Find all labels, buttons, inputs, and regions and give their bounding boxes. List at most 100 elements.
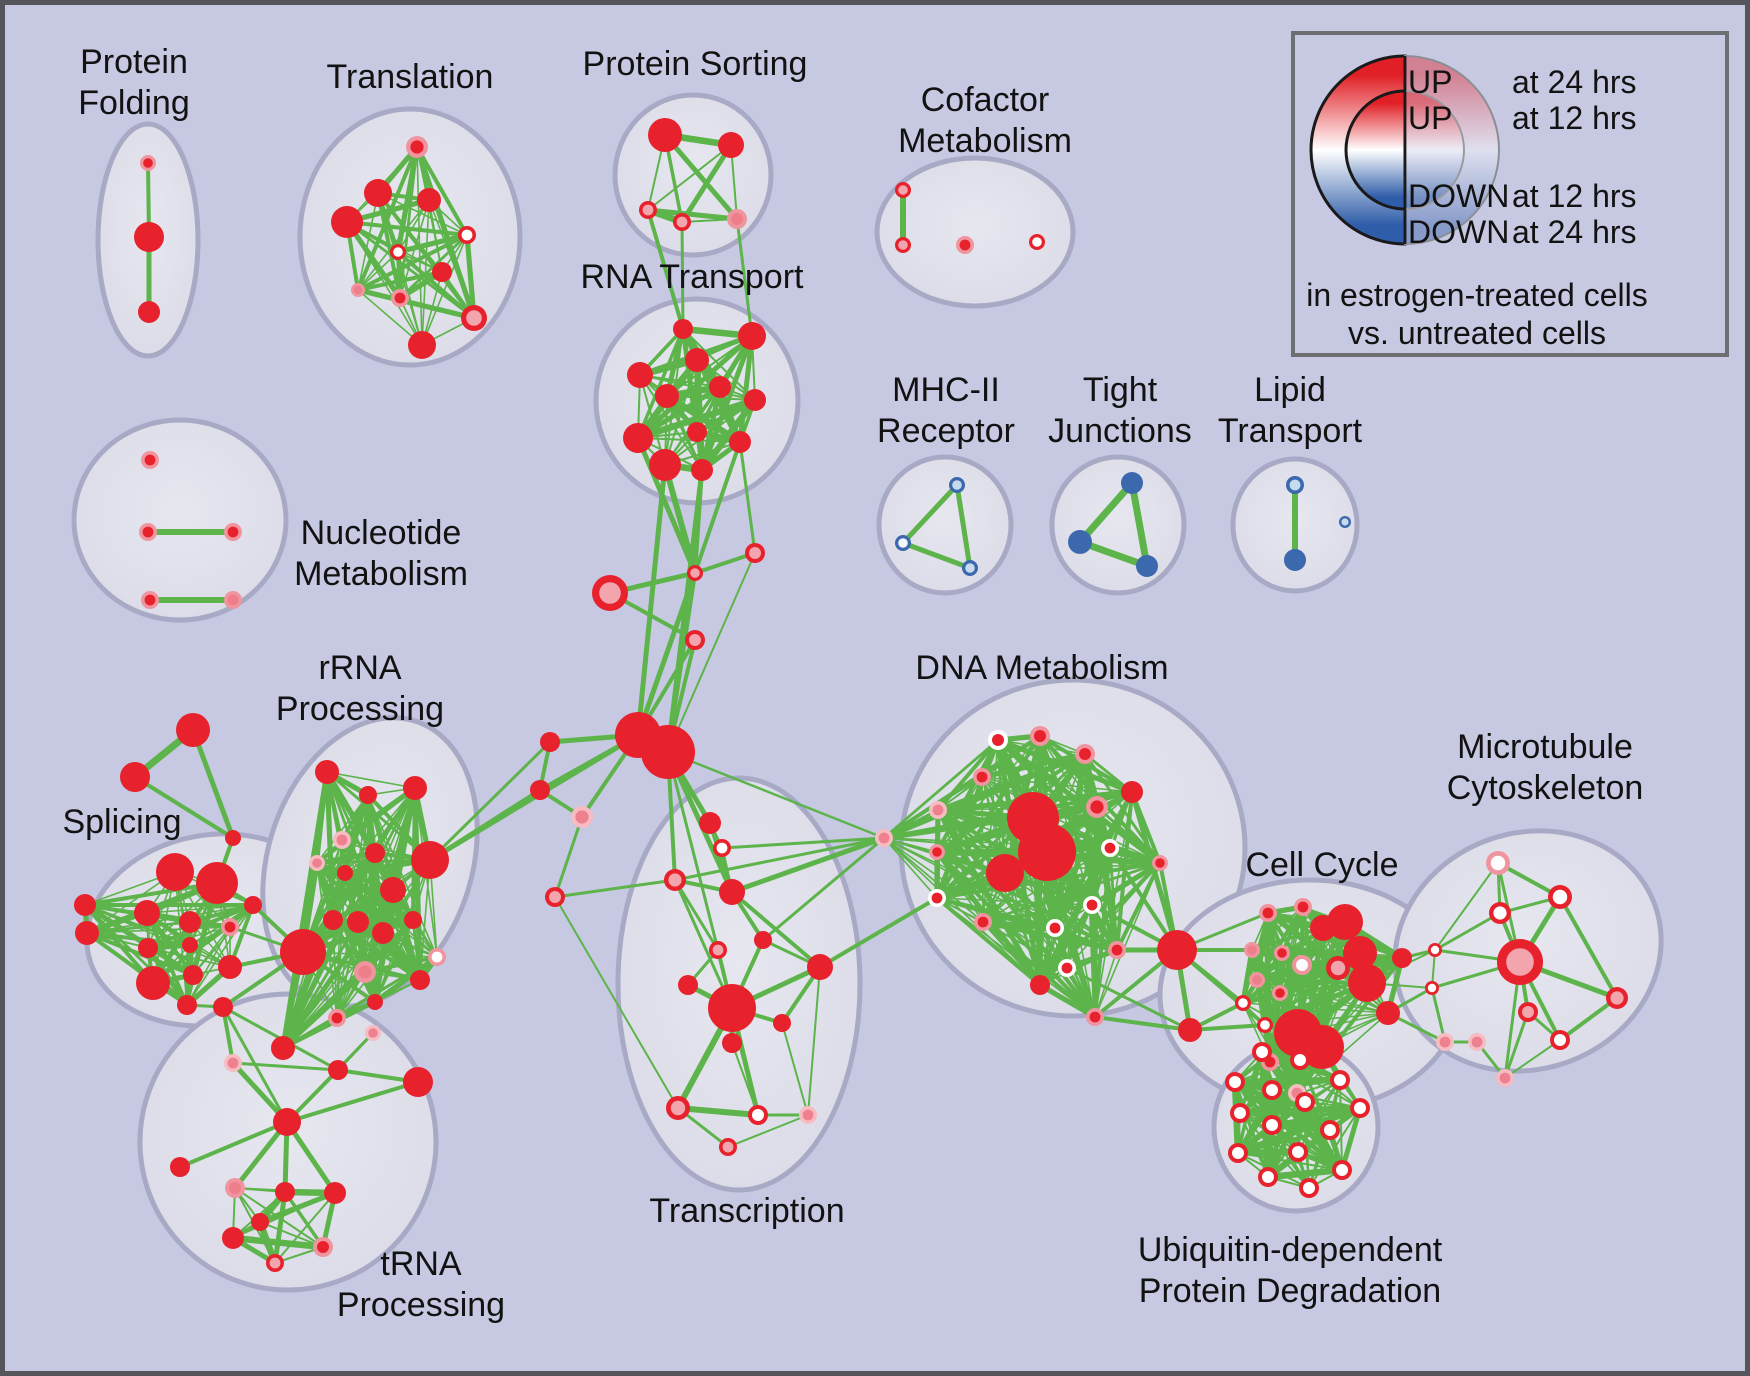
cluster-label-ubiquitin-degradation: Protein Degradation: [1139, 1272, 1441, 1310]
gene-node-core-cell-cycle: [1277, 948, 1287, 958]
gene-node-core-ubiquitin-degradation: [1299, 1096, 1311, 1108]
edge-dna-metabolism: [936, 851, 1068, 969]
edge-tight-junctions: [1128, 479, 1151, 570]
gene-node-core-cell-cycle: [1296, 959, 1308, 971]
edge-inter-cluster: [428, 740, 552, 862]
edge-splicing: [151, 903, 255, 985]
edge-rrna-processing: [280, 887, 396, 1051]
edge-translation: [357, 199, 430, 291]
gene-node-core-dna-metabolism: [976, 771, 988, 783]
edge-microtubule-cytoskeleton: [1504, 1039, 1561, 1079]
edge-dna-metabolism: [1065, 966, 1192, 1032]
edge-ubiquitin-degradation: [1339, 1105, 1363, 1173]
edge-inter-cluster: [646, 208, 685, 331]
gene-node-core-rrna-processing: [431, 951, 443, 963]
edge-dna-metabolism: [1089, 860, 1163, 908]
gene-node-core-ubiquitin-degradation: [1336, 1164, 1348, 1176]
gene-node-core-transcription: [802, 1109, 814, 1121]
gene-node-core-protein-folding: [143, 158, 153, 168]
edge-dna-metabolism: [935, 896, 1042, 987]
edge-translation: [357, 251, 399, 291]
gene-node-core-transcription: [712, 944, 724, 956]
edge-splicing: [192, 904, 254, 976]
gene-node-transcription: [722, 1033, 742, 1053]
gene-node-core-dna-metabolism: [1104, 842, 1116, 854]
gene-node-transcription: [530, 780, 550, 800]
cluster-label-microtubule-cytoskeleton: Cytoskeleton: [1447, 769, 1644, 807]
edge-inter-cluster: [428, 788, 542, 862]
gene-node-dna-metabolism: [1121, 781, 1143, 803]
edge-trna-processing: [284, 1119, 338, 1196]
gene-node-core-dna-metabolism: [1089, 1011, 1101, 1023]
edge-dna-metabolism: [981, 776, 1133, 793]
edge-translation: [396, 250, 476, 320]
legend-time-label-3: at 24 hrs: [1512, 214, 1637, 250]
edge-rna-transport: [698, 396, 759, 474]
edge-transcription: [667, 552, 756, 753]
gene-node-rrna-processing: [347, 911, 369, 933]
edge-dna-metabolism: [1065, 966, 1097, 1019]
edge-dna-metabolism: [882, 808, 940, 840]
gene-node-rrna-processing: [315, 760, 339, 784]
gene-node-transcription: [807, 954, 833, 980]
edge-dna-metabolism: [936, 808, 1119, 952]
edge-trna-processing: [232, 1119, 290, 1191]
gene-node-protein-sorting: [648, 118, 682, 152]
gene-node-transcription: [699, 812, 721, 834]
gene-node-splicing: [120, 762, 150, 792]
cluster-label-mhc-ii-receptor: MHC-II: [892, 371, 1000, 409]
gene-node-core-translation: [466, 310, 482, 326]
gene-node-trna-processing: [273, 1108, 301, 1136]
edge-translation: [377, 192, 468, 236]
edge-trna-processing: [285, 1080, 420, 1124]
gene-node-core-ubiquitin-degradation: [1262, 1171, 1274, 1183]
edge-inter-cluster: [635, 435, 698, 576]
legend-direction-label-0: UP: [1408, 64, 1452, 100]
gene-node-rrna-processing: [410, 970, 430, 990]
gene-node-dna-metabolism: [1178, 1018, 1202, 1042]
edge-cell-cycle: [1255, 926, 1325, 982]
gene-node-tight-junctions: [1068, 530, 1092, 554]
gene-node-transcription: [641, 725, 695, 779]
edge-dna-metabolism: [1108, 846, 1119, 952]
edge-protein-sorting: [647, 144, 732, 211]
edge-translation: [355, 287, 477, 321]
edge-translation: [357, 289, 423, 346]
edge-microtubule-cytoskeleton: [1558, 895, 1619, 1000]
gene-node-core-dna-metabolism: [1034, 730, 1046, 742]
gene-node-cell-cycle: [1343, 936, 1377, 970]
gene-node-core-ubiquitin-degradation: [1303, 1182, 1315, 1194]
edge-ubiquitin-degradation: [1236, 1128, 1332, 1155]
edge-dna-metabolism: [1037, 982, 1098, 1020]
edge-tight-junctions: [1076, 479, 1136, 546]
legend-inner-circle-right: [1404, 89, 1465, 211]
gene-node-trna-processing: [213, 997, 233, 1017]
gene-node-core-transcription: [689, 634, 701, 646]
gene-node-core-cofactor-metabolism: [1032, 237, 1042, 247]
edge-mhc-ii-receptor: [900, 482, 960, 546]
gene-node-core-ubiquitin-degradation: [1266, 1084, 1278, 1096]
gene-node-core-mhc-ii-receptor: [952, 480, 962, 490]
cluster-label-dna-metabolism: DNA Metabolism: [915, 649, 1168, 687]
edge-inter-cluster: [1188, 1023, 1267, 1032]
edge-dna-metabolism: [881, 751, 1088, 841]
cluster-nucleotide-metabolism-ellipse: [71, 417, 289, 623]
edge-rrna-processing: [372, 954, 440, 1005]
edge-microtubule-cytoskeleton: [1434, 862, 1499, 951]
gene-node-core-dna-metabolism: [931, 892, 943, 904]
edge-splicing: [84, 904, 231, 968]
gene-node-core-cofactor-metabolism: [959, 239, 971, 251]
edge-cell-cycle: [1242, 927, 1324, 1004]
gene-node-lipid-transport: [1284, 549, 1306, 571]
gene-node-splicing: [156, 853, 194, 891]
edge-translation: [464, 232, 477, 321]
gene-node-core-dna-metabolism: [932, 804, 944, 816]
gene-node-core-cell-cycle: [1297, 901, 1309, 913]
gene-node-core-dna-metabolism: [1090, 800, 1104, 814]
edge-transcription: [553, 878, 677, 899]
gene-node-transcription: [540, 732, 560, 752]
edge-dna-metabolism: [1037, 902, 1095, 988]
gene-node-core-dna-metabolism: [932, 847, 942, 857]
gene-node-core-translation: [394, 292, 406, 304]
edge-rna-transport: [666, 395, 756, 401]
